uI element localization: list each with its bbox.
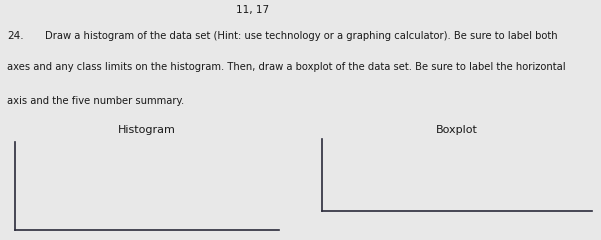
Text: axis and the five number summary.: axis and the five number summary. [7, 96, 185, 106]
Text: Draw a histogram of the data set (Hint: use technology or a graphing calculator): Draw a histogram of the data set (Hint: … [45, 31, 558, 41]
Text: Histogram: Histogram [118, 125, 176, 135]
Text: 11, 17: 11, 17 [236, 5, 269, 15]
Text: axes and any class limits on the histogram. Then, draw a boxplot of the data set: axes and any class limits on the histogr… [7, 62, 566, 72]
Text: Boxplot: Boxplot [436, 125, 478, 135]
Text: 24.: 24. [7, 31, 24, 41]
